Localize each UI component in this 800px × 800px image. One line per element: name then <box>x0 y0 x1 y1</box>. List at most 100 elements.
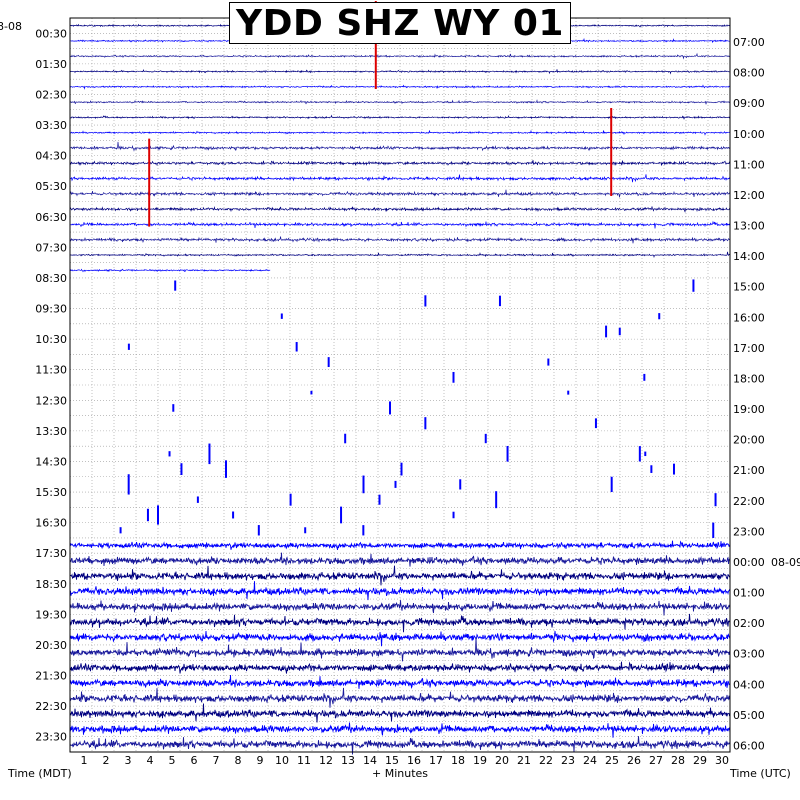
left-time-label: 05:30 <box>35 180 67 193</box>
left-time-label: 02:30 <box>35 88 67 101</box>
left-time-label: 22:30 <box>35 700 67 713</box>
left-time-label: 06:30 <box>35 211 67 224</box>
right-date-label: 08-09 <box>771 556 800 569</box>
x-tick-label: 21 <box>517 754 531 767</box>
seismic-trace <box>69 99 731 105</box>
right-time-label: 00:00 <box>733 556 765 569</box>
seismic-trace <box>69 114 731 120</box>
right-time-label: 09:00 <box>733 97 765 110</box>
left-time-label: 07:30 <box>35 241 67 254</box>
seismic-trace <box>69 189 731 198</box>
left-time-label: 10:30 <box>35 333 67 346</box>
x-tick-label: 9 <box>257 754 264 767</box>
right-time-label: 21:00 <box>733 464 765 477</box>
seismic-trace <box>69 637 731 662</box>
x-tick-label: 14 <box>363 754 377 767</box>
left-time-label: 14:30 <box>35 455 67 468</box>
seismic-trace <box>69 206 731 213</box>
right-time-label: 13:00 <box>733 220 765 233</box>
right-time-label: 07:00 <box>733 36 765 49</box>
seismic-trace <box>69 722 731 738</box>
x-tick-label: 23 <box>561 754 575 767</box>
left-time-label: 20:30 <box>35 639 67 652</box>
right-time-label: 16:00 <box>733 311 765 324</box>
seismic-trace <box>69 220 731 229</box>
right-time-label: 12:00 <box>733 189 765 202</box>
x-tick-label: 28 <box>671 754 685 767</box>
left-time-label: 23:30 <box>35 731 67 744</box>
seismic-trace <box>69 129 731 136</box>
x-tick-label: 2 <box>103 754 110 767</box>
left-time-label: 15:30 <box>35 486 67 499</box>
x-tick-label: 22 <box>539 754 553 767</box>
x-tick-label: 16 <box>407 754 421 767</box>
seismic-trace <box>69 565 731 586</box>
left-time-label: 08:30 <box>35 272 67 285</box>
x-tick-label: 15 <box>385 754 399 767</box>
right-time-label: 10:00 <box>733 128 765 141</box>
x-tick-label: 30 <box>715 754 729 767</box>
seismic-trace <box>69 174 731 183</box>
right-time-label: 20:00 <box>733 434 765 447</box>
x-tick-label: 18 <box>451 754 465 767</box>
x-tick-label: 19 <box>473 754 487 767</box>
x-tick-label: 29 <box>693 754 707 767</box>
right-time-label: 01:00 <box>733 587 765 600</box>
right-time-label: 04:00 <box>733 678 765 691</box>
left-time-label: 19:30 <box>35 608 67 621</box>
x-tick-label: 12 <box>319 754 333 767</box>
right-time-label: 08:00 <box>733 67 765 80</box>
x-tick-layer: 1 2 3 4 5 6 7 8 9 10 11 12 13 14 15 16 17 18 19 20 21 22 23 24 2… <box>81 754 730 767</box>
right-time-label: 11:00 <box>733 158 765 171</box>
seismic-trace <box>69 159 731 167</box>
left-time-label: 13:30 <box>35 425 67 438</box>
title-box: YDD SHZ WY 01 <box>229 2 571 44</box>
seismic-trace <box>69 540 731 551</box>
right-time-label: 02:00 <box>733 617 765 630</box>
seismic-trace <box>69 52 731 60</box>
right-time-label: 03:00 <box>733 648 765 661</box>
right-time-label: 18:00 <box>733 372 765 385</box>
right-time-label: 22:00 <box>733 495 765 508</box>
x-tick-label: 27 <box>649 754 663 767</box>
left-time-label: 21:30 <box>35 670 67 683</box>
x-tick-label: 7 <box>213 754 220 767</box>
left-time-label: 11:30 <box>35 364 67 377</box>
seismic-trace <box>69 736 731 755</box>
left-time-label: 03:30 <box>35 119 67 132</box>
seismic-trace <box>69 141 731 152</box>
x-tick-label: 1 <box>81 754 88 767</box>
seismic-trace <box>69 68 731 75</box>
x-tick-label: 26 <box>627 754 641 767</box>
seismic-trace <box>69 674 731 689</box>
left-time-label: 16:30 <box>35 517 67 530</box>
right-time-label: 19:00 <box>733 403 765 416</box>
right-time-label: 23:00 <box>733 525 765 538</box>
seismic-trace <box>69 236 731 244</box>
x-tick-label: 8 <box>235 754 242 767</box>
x-tick-label: 20 <box>495 754 509 767</box>
seismic-trace <box>69 630 731 647</box>
left-time-label: 01:30 <box>35 58 67 71</box>
x-tick-label: 5 <box>169 754 176 767</box>
seismic-trace <box>69 703 731 723</box>
right-time-label: 06:00 <box>733 739 765 752</box>
seismic-trace <box>69 552 731 567</box>
x-tick-label: 6 <box>191 754 198 767</box>
left-date-label: 08-08 <box>0 20 22 33</box>
seismic-trace <box>69 613 731 633</box>
right-time-label: 05:00 <box>733 709 765 722</box>
x-tick-label: 3 <box>125 754 132 767</box>
seismic-trace <box>70 581 731 601</box>
left-time-label: 04:30 <box>35 150 67 163</box>
seismic-trace <box>69 268 271 273</box>
left-time-label: 12:30 <box>35 394 67 407</box>
right-time-label: 14:00 <box>733 250 765 263</box>
x-axis-label: + Minutes <box>372 767 428 780</box>
x-tick-label: 24 <box>583 754 597 767</box>
x-tick-label: 25 <box>605 754 619 767</box>
x-tick-label: 10 <box>275 754 289 767</box>
time-label-layer: 00:30 01:30 02:30 03:30 04:30 05:30 06:30 07:30… <box>35 27 800 752</box>
seismic-trace <box>69 661 731 674</box>
